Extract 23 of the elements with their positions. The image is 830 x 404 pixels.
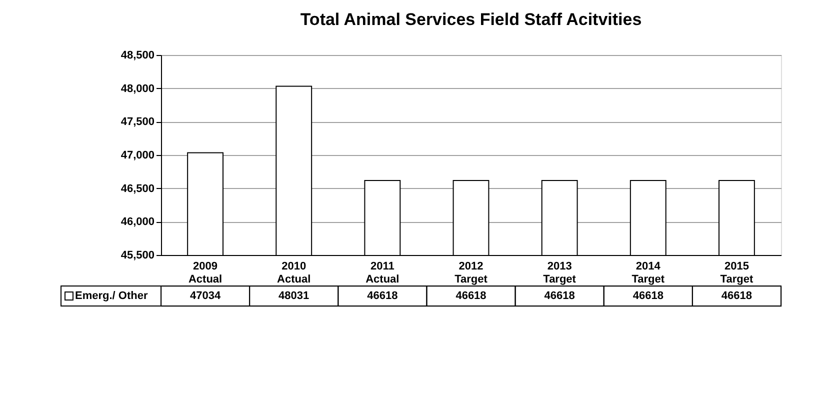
x-tick-label: 2014 Target [632,260,665,286]
x-tick-label: 2009 Actual [188,260,222,286]
chart-title: Total Animal Services Field Staff Acitvities [300,10,642,29]
data-label: 48031 [278,290,310,302]
data-label: 46618 [456,290,486,302]
y-tick-label: 47,500 [120,116,154,128]
x-tick-label: 2012 Target [454,260,488,286]
data-label: 47034 [190,290,222,302]
data-label: 46618 [544,290,575,302]
y-tick-label: 48,500 [120,50,154,62]
data-label: 46618 [721,290,752,302]
y-tick-label: 47,000 [120,150,154,162]
data-label: 46618 [367,290,398,302]
x-tick-label: 2010 Actual [277,260,311,286]
y-tick-label: 45,500 [120,250,154,262]
x-tick-label: 2013 Target [543,260,576,286]
y-tick-label: 48,000 [120,82,154,95]
y-tick-label: 46,000 [120,216,154,228]
legend-label: Emerg./ Other [75,290,148,302]
y-tick-label: 46,500 [120,182,154,195]
x-tick-label: 2011 Actual [366,260,400,286]
x-tick-label: 2015 Target [720,260,754,286]
data-label: 46618 [632,290,664,302]
